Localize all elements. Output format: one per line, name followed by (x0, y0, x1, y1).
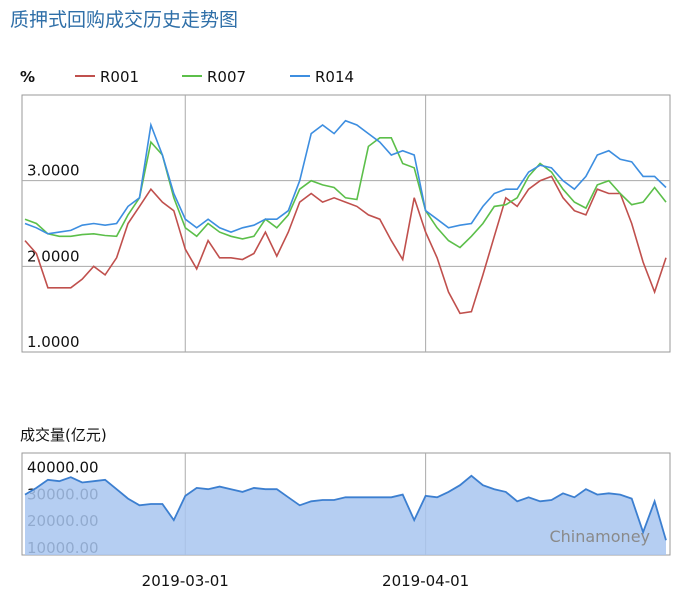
y-tick-label: 2.0000 (27, 247, 80, 265)
y-axis-label: % (20, 68, 35, 86)
legend-label: R007 (207, 68, 246, 86)
x-tick-label: 2019-04-01 (382, 572, 469, 590)
y-tick-label: 3.0000 (27, 162, 80, 180)
legend-label: R014 (315, 68, 354, 86)
watermark: Chinamoney (549, 527, 650, 546)
series-line (24, 137, 667, 249)
area-line (24, 474, 667, 541)
series-line (24, 175, 667, 315)
chart-title: 质押式回购成交历史走势图 (10, 9, 238, 31)
plot-frame (21, 94, 671, 353)
y-tick-label: 40000.00 (27, 458, 99, 476)
area-fill (25, 475, 666, 555)
series-line (24, 119, 667, 235)
y-axis-label: 成交量(亿元) (20, 426, 107, 444)
x-tick-label: 2019-03-01 (142, 572, 229, 590)
legend-label: R001 (100, 68, 139, 86)
y-tick-label: 1.0000 (27, 333, 80, 351)
